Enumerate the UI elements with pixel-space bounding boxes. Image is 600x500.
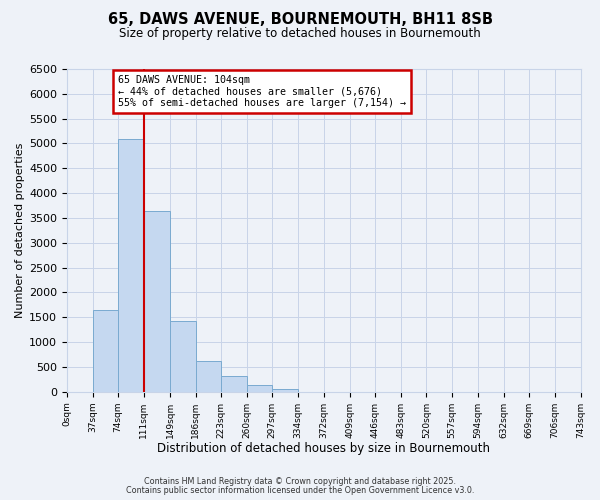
Bar xyxy=(196,361,221,392)
Text: 65, DAWS AVENUE, BOURNEMOUTH, BH11 8SB: 65, DAWS AVENUE, BOURNEMOUTH, BH11 8SB xyxy=(107,12,493,28)
Bar xyxy=(118,138,144,392)
Text: 65 DAWS AVENUE: 104sqm
← 44% of detached houses are smaller (5,676)
55% of semi-: 65 DAWS AVENUE: 104sqm ← 44% of detached… xyxy=(118,75,406,108)
X-axis label: Distribution of detached houses by size in Bournemouth: Distribution of detached houses by size … xyxy=(157,442,490,455)
Bar xyxy=(92,310,118,392)
Text: Size of property relative to detached houses in Bournemouth: Size of property relative to detached ho… xyxy=(119,28,481,40)
Bar xyxy=(221,376,247,392)
Bar xyxy=(144,210,170,392)
Bar xyxy=(170,320,196,392)
Bar xyxy=(247,385,272,392)
Text: Contains public sector information licensed under the Open Government Licence v3: Contains public sector information licen… xyxy=(126,486,474,495)
Text: Contains HM Land Registry data © Crown copyright and database right 2025.: Contains HM Land Registry data © Crown c… xyxy=(144,477,456,486)
Bar xyxy=(272,390,298,392)
Y-axis label: Number of detached properties: Number of detached properties xyxy=(15,142,25,318)
